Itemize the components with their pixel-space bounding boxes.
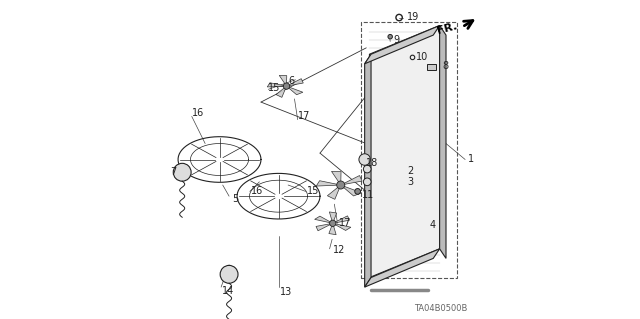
Text: 15: 15 [307,186,319,197]
Circle shape [355,189,360,194]
Text: 5: 5 [232,194,239,204]
Polygon shape [287,79,303,86]
Polygon shape [365,26,440,64]
Polygon shape [279,75,287,86]
Circle shape [173,163,191,181]
Polygon shape [329,223,336,235]
Text: 17: 17 [339,218,351,228]
Polygon shape [276,86,287,97]
Polygon shape [268,83,287,87]
Polygon shape [287,86,303,95]
Text: 18: 18 [366,158,378,168]
Text: 9: 9 [394,35,399,45]
Polygon shape [316,223,333,231]
Circle shape [364,178,371,186]
Circle shape [220,265,238,283]
Text: 14: 14 [221,286,234,296]
Text: 12: 12 [333,245,345,256]
Text: 10: 10 [416,52,428,63]
Text: 16: 16 [192,108,204,118]
Text: 2: 2 [408,166,414,176]
Text: TA04B0500B: TA04B0500B [415,304,468,313]
Text: 19: 19 [407,11,419,22]
Polygon shape [365,249,440,287]
Polygon shape [369,26,440,278]
Circle shape [359,154,371,165]
Text: 15: 15 [268,83,281,93]
Text: 4: 4 [430,220,436,230]
Polygon shape [327,185,340,199]
Polygon shape [316,181,340,186]
Polygon shape [332,171,341,185]
Text: 11: 11 [362,189,374,200]
Circle shape [364,165,371,173]
Polygon shape [333,223,351,230]
Text: 7: 7 [170,167,177,177]
Text: 13: 13 [280,287,292,297]
Text: 17: 17 [298,111,310,122]
Bar [362,22,457,278]
Text: 16: 16 [251,186,263,197]
Text: FR.: FR. [436,21,459,36]
Polygon shape [333,216,349,223]
Circle shape [330,220,336,226]
Polygon shape [340,175,362,185]
Polygon shape [330,212,337,223]
Text: 6: 6 [288,76,294,86]
Circle shape [388,34,392,39]
Polygon shape [340,185,362,196]
Polygon shape [365,54,371,287]
Circle shape [284,83,290,89]
Circle shape [337,181,345,189]
Text: 1: 1 [468,154,474,165]
Text: 8: 8 [443,61,449,71]
Polygon shape [315,216,333,223]
Bar [427,64,436,70]
Polygon shape [440,26,446,258]
Text: 3: 3 [408,177,414,187]
